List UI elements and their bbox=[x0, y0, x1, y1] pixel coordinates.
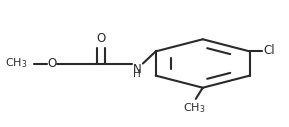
Text: H: H bbox=[134, 69, 141, 79]
Text: Cl: Cl bbox=[264, 44, 275, 57]
Text: CH$_3$: CH$_3$ bbox=[5, 57, 27, 70]
Text: N: N bbox=[133, 63, 142, 76]
Text: CH$_3$: CH$_3$ bbox=[183, 101, 206, 115]
Text: O: O bbox=[48, 57, 57, 70]
Text: O: O bbox=[97, 33, 106, 45]
